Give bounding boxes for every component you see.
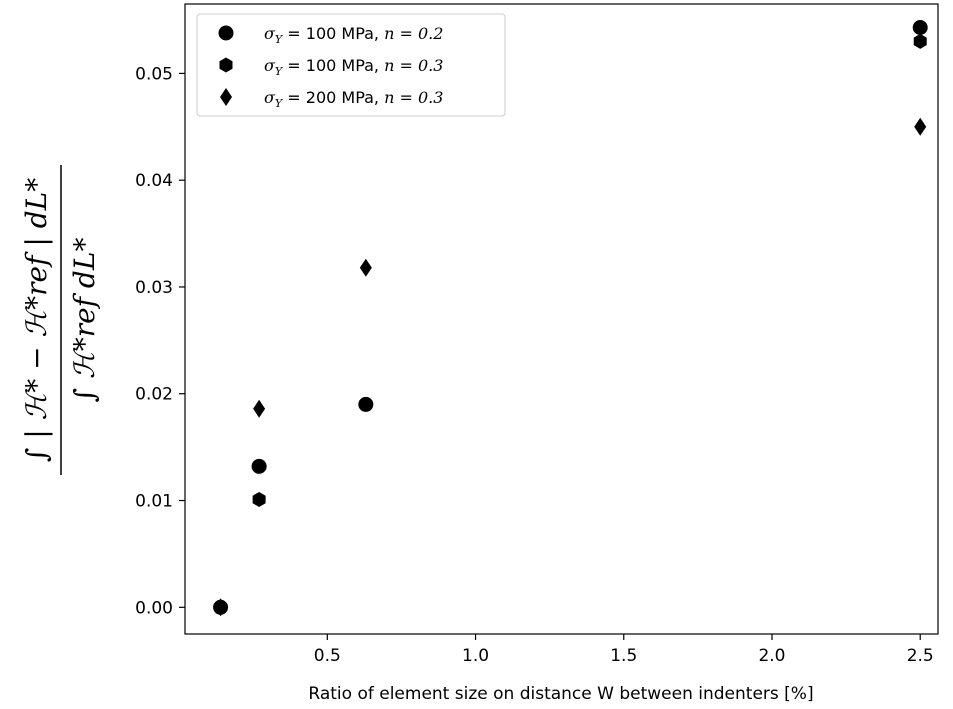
y-axis-label: ∫ | ℋ* − ℋ*ref | dL* ∫ ℋ*ref dL* <box>20 165 101 475</box>
data-point-circle <box>251 458 267 474</box>
legend-marker-circle <box>218 25 234 41</box>
y-axis-label-numerator: ∫ | ℋ* − ℋ*ref | dL* <box>20 178 53 463</box>
axis-ticks: 0.5 1.0 1.5 2.0 2.5 0.00 0.01 0.02 0.03 0.04 0.05 <box>135 64 934 666</box>
legend: σY = 100 MPa, n = 0.2 σY = 100 MPa, n = 0… <box>196 13 506 117</box>
data-point-diamond <box>253 399 266 418</box>
y-tick-label: 0.03 <box>135 278 173 298</box>
y-tick-label: 0.02 <box>135 385 173 405</box>
y-tick-label: 0.01 <box>135 492 173 512</box>
data-point-diamond <box>359 258 372 277</box>
legend-label: σY = 100 MPa, n = 0.3 <box>264 56 443 78</box>
data-point-hexagon <box>913 33 927 49</box>
y-axis-label-denominator: ∫ ℋ*ref dL* <box>68 238 101 403</box>
data-point-diamond <box>914 117 927 136</box>
y-tick-label: 0.04 <box>135 171 173 191</box>
legend-marker-hexagon <box>219 57 233 73</box>
x-axis-label: Ratio of element size on distance W betw… <box>308 684 813 704</box>
legend-marker-diamond <box>220 88 232 106</box>
x-tick-label: 2.5 <box>907 646 934 666</box>
data-points <box>213 19 928 617</box>
y-tick-label: 0.00 <box>135 598 173 618</box>
x-tick-label: 1.0 <box>462 646 489 666</box>
legend-frame <box>196 13 506 117</box>
data-point-hexagon <box>359 396 373 412</box>
x-tick-label: 1.5 <box>610 646 637 666</box>
data-point-diamond <box>214 598 227 617</box>
data-point-hexagon <box>252 491 266 507</box>
x-tick-label: 0.5 <box>314 646 341 666</box>
data-point-circle <box>912 19 928 35</box>
y-tick-label: 0.05 <box>135 64 173 84</box>
legend-items: σY = 100 MPa, n = 0.2 σY = 100 MPa, n = 0… <box>218 24 443 110</box>
x-tick-label: 2.0 <box>758 646 785 666</box>
legend-label: σY = 200 MPa, n = 0.3 <box>264 88 443 110</box>
legend-label: σY = 100 MPa, n = 0.2 <box>264 24 443 46</box>
